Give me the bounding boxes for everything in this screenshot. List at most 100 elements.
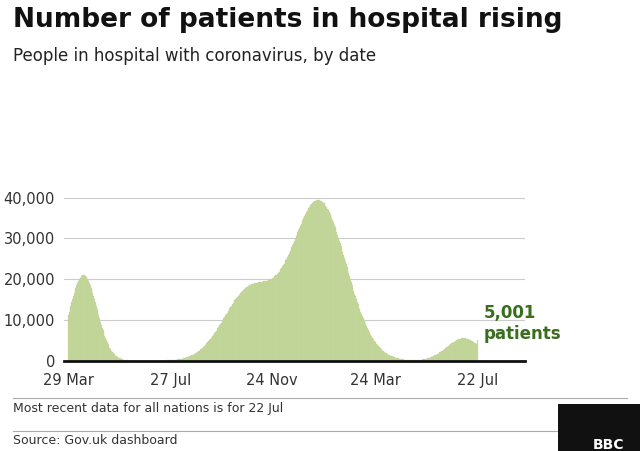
Bar [392, 357, 394, 361]
Bar [79, 279, 80, 361]
Bar [118, 358, 119, 361]
Bar [454, 341, 456, 361]
Bar [253, 284, 254, 361]
Bar [370, 333, 371, 361]
Bar [355, 296, 356, 361]
Bar [468, 339, 469, 361]
Bar [321, 201, 322, 361]
Bar [96, 306, 97, 361]
Bar [76, 285, 77, 361]
Bar [385, 353, 386, 361]
Bar [299, 228, 300, 361]
Bar [88, 281, 89, 361]
Bar [247, 286, 248, 361]
Bar [372, 338, 373, 361]
Bar [285, 260, 286, 361]
Bar [382, 350, 383, 361]
Bar [173, 360, 174, 361]
Bar [442, 350, 443, 361]
Bar [357, 302, 358, 361]
Bar [300, 226, 301, 361]
Bar [294, 241, 295, 361]
Bar [225, 316, 226, 361]
Bar [293, 243, 294, 361]
Bar [213, 335, 214, 361]
Bar [117, 357, 118, 361]
Bar [95, 302, 96, 361]
Bar [289, 253, 290, 361]
Bar [113, 353, 114, 361]
Bar [199, 351, 200, 361]
Bar [366, 327, 367, 361]
Bar [340, 246, 342, 361]
Bar [407, 360, 408, 361]
Bar [447, 346, 448, 361]
Bar [449, 345, 451, 361]
Bar [399, 359, 400, 361]
Bar [427, 359, 428, 361]
Bar [77, 283, 78, 361]
Bar [409, 360, 410, 361]
Bar [350, 279, 351, 361]
Bar [451, 343, 452, 361]
Bar [337, 235, 338, 361]
Bar [248, 286, 249, 361]
Bar [125, 360, 127, 361]
Bar [466, 339, 467, 361]
Bar [326, 207, 327, 361]
Bar [349, 276, 350, 361]
Bar [214, 333, 215, 361]
Bar [319, 200, 321, 361]
Bar [101, 325, 102, 361]
Bar [104, 336, 105, 361]
Bar [457, 340, 458, 361]
Text: People in hospital with coronavirus, by date: People in hospital with coronavirus, by … [13, 47, 376, 65]
Bar [401, 359, 402, 361]
Bar [242, 291, 243, 361]
Bar [432, 357, 433, 361]
Bar [415, 360, 417, 361]
Bar [379, 347, 380, 361]
Bar [438, 353, 439, 361]
Bar [188, 357, 189, 361]
Bar [358, 307, 360, 361]
Bar [284, 263, 285, 361]
Bar [373, 339, 374, 361]
Bar [192, 355, 193, 361]
Bar [453, 342, 454, 361]
Bar [386, 353, 387, 361]
Bar [332, 220, 333, 361]
Bar [317, 200, 318, 361]
Bar [197, 352, 198, 361]
Bar [112, 352, 113, 361]
Bar [348, 273, 349, 361]
Bar [414, 360, 415, 361]
Bar [431, 357, 432, 361]
Bar [375, 342, 376, 361]
Bar [205, 345, 207, 361]
Bar [424, 359, 425, 361]
Bar [169, 360, 170, 361]
Bar [237, 297, 238, 361]
Bar [334, 225, 335, 361]
Bar [91, 288, 92, 361]
Bar [387, 354, 388, 361]
Bar [353, 291, 355, 361]
Bar [99, 318, 100, 361]
Bar [314, 201, 316, 361]
Bar [458, 339, 459, 361]
Bar [443, 350, 444, 361]
Bar [265, 281, 266, 361]
Bar [92, 290, 93, 361]
Bar [351, 282, 352, 361]
Bar [251, 285, 252, 361]
Bar [262, 282, 264, 361]
Bar [116, 356, 117, 361]
Bar [110, 349, 111, 361]
Bar [435, 355, 436, 361]
Bar [463, 338, 464, 361]
Bar [282, 267, 283, 361]
Bar [305, 214, 306, 361]
Bar [275, 276, 276, 361]
Bar [236, 298, 237, 361]
